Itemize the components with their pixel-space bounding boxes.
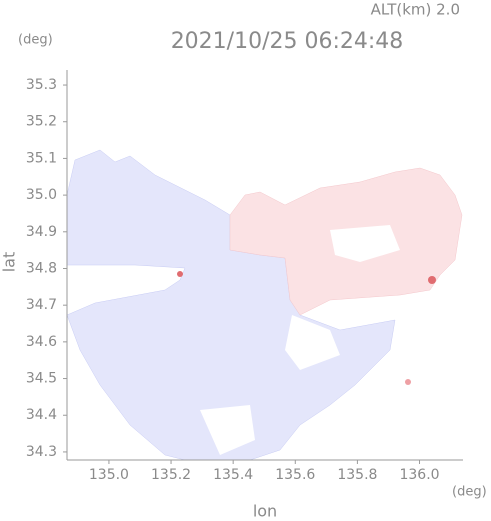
x-tick-label: 135.4: [213, 467, 253, 483]
x-tick-label: 135.6: [275, 467, 315, 483]
y-tick-label: 35.1: [26, 150, 57, 166]
y-tick-label: 34.3: [26, 444, 57, 460]
gap-region: [200, 225, 400, 455]
x-unit: (deg): [452, 485, 487, 500]
x-tick-label: 135.2: [151, 467, 191, 483]
y-tick-label: 34.6: [26, 334, 57, 350]
x-tick-label: 136.0: [399, 467, 439, 483]
y-tick-label: 34.8: [26, 260, 57, 276]
annotation: ALT(km) 2.0: [371, 1, 460, 19]
x-axis-label: lon: [253, 502, 277, 521]
chart-title: 2021/10/25 06:24:48: [171, 29, 404, 54]
y-unit: (deg): [18, 33, 53, 48]
y-tick-label: 35.3: [26, 77, 57, 93]
y-tick-label: 34.9: [26, 224, 57, 240]
y-tick-label: 34.5: [26, 371, 57, 387]
x-tick-label: 135.8: [337, 467, 377, 483]
y-tick-label: 34.7: [26, 297, 57, 313]
strong-echo: [428, 276, 436, 284]
strong-echo: [405, 379, 411, 385]
y-tick-label: 35.2: [26, 114, 57, 130]
radar-field: [67, 149, 463, 460]
strong-echo: [177, 271, 183, 277]
x-tick-label: 135.0: [89, 467, 129, 483]
y-tick-label: 35.0: [26, 187, 57, 203]
y-axis-label: lat: [0, 252, 19, 273]
y-tick-label: 34.4: [26, 407, 57, 423]
